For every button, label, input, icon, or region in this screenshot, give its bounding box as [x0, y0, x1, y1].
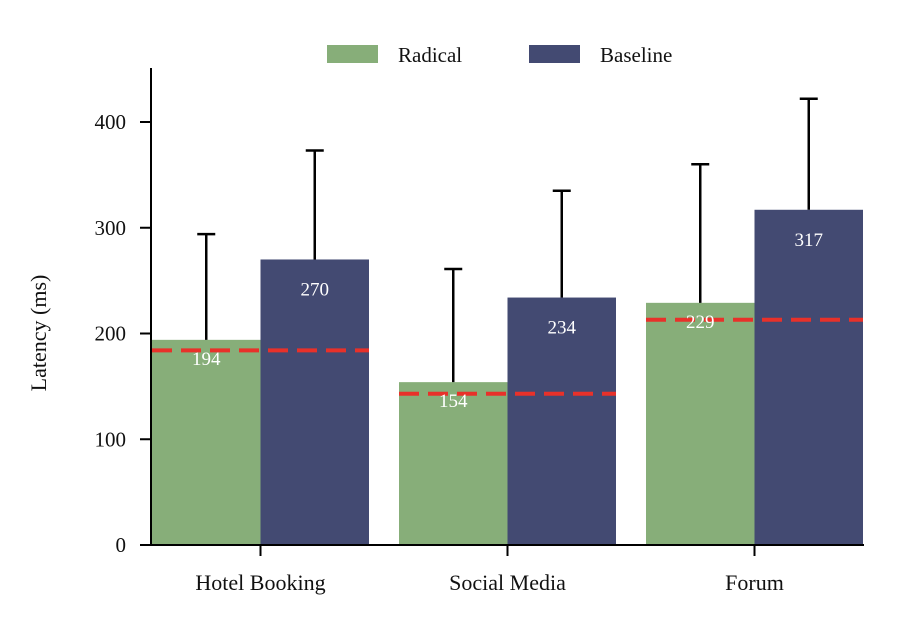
- value-label: 229: [686, 312, 715, 333]
- value-label: 270: [301, 279, 330, 300]
- y-axis-label: Latency (ms): [26, 275, 51, 392]
- reference-lines: [152, 317, 863, 396]
- bars: [152, 209, 863, 545]
- error-bars: [197, 97, 818, 383]
- bar-baseline: [507, 297, 616, 545]
- bar-baseline: [754, 209, 863, 545]
- legend-label: Radical: [398, 43, 462, 67]
- y-tick-label: 300: [95, 216, 127, 240]
- value-label: 234: [548, 318, 577, 339]
- y-tick-label: 400: [95, 110, 127, 134]
- x-tick-label: Hotel Booking: [195, 570, 325, 595]
- value-label: 194: [192, 349, 221, 370]
- y-tick-label: 100: [95, 427, 127, 451]
- bar-radical: [646, 302, 755, 545]
- bar-baseline: [260, 259, 369, 545]
- bar-radical: [399, 382, 508, 545]
- axes: Hotel Booking Social Media Forum 0 100 200 300…: [95, 68, 864, 595]
- legend-swatch-radical: [327, 45, 378, 63]
- value-labels: 194 270 154 234 229 317: [192, 230, 823, 412]
- legend: Radical Baseline: [327, 43, 672, 67]
- legend-swatch-baseline: [529, 45, 580, 63]
- y-tick-label: 200: [95, 322, 127, 346]
- value-label: 154: [439, 391, 468, 412]
- value-label: 317: [795, 230, 824, 251]
- x-tick-label: Forum: [725, 570, 784, 595]
- y-tick-label: 0: [116, 533, 127, 557]
- x-tick-label: Social Media: [449, 570, 566, 595]
- bar-radical: [152, 339, 261, 545]
- legend-label: Baseline: [600, 43, 672, 67]
